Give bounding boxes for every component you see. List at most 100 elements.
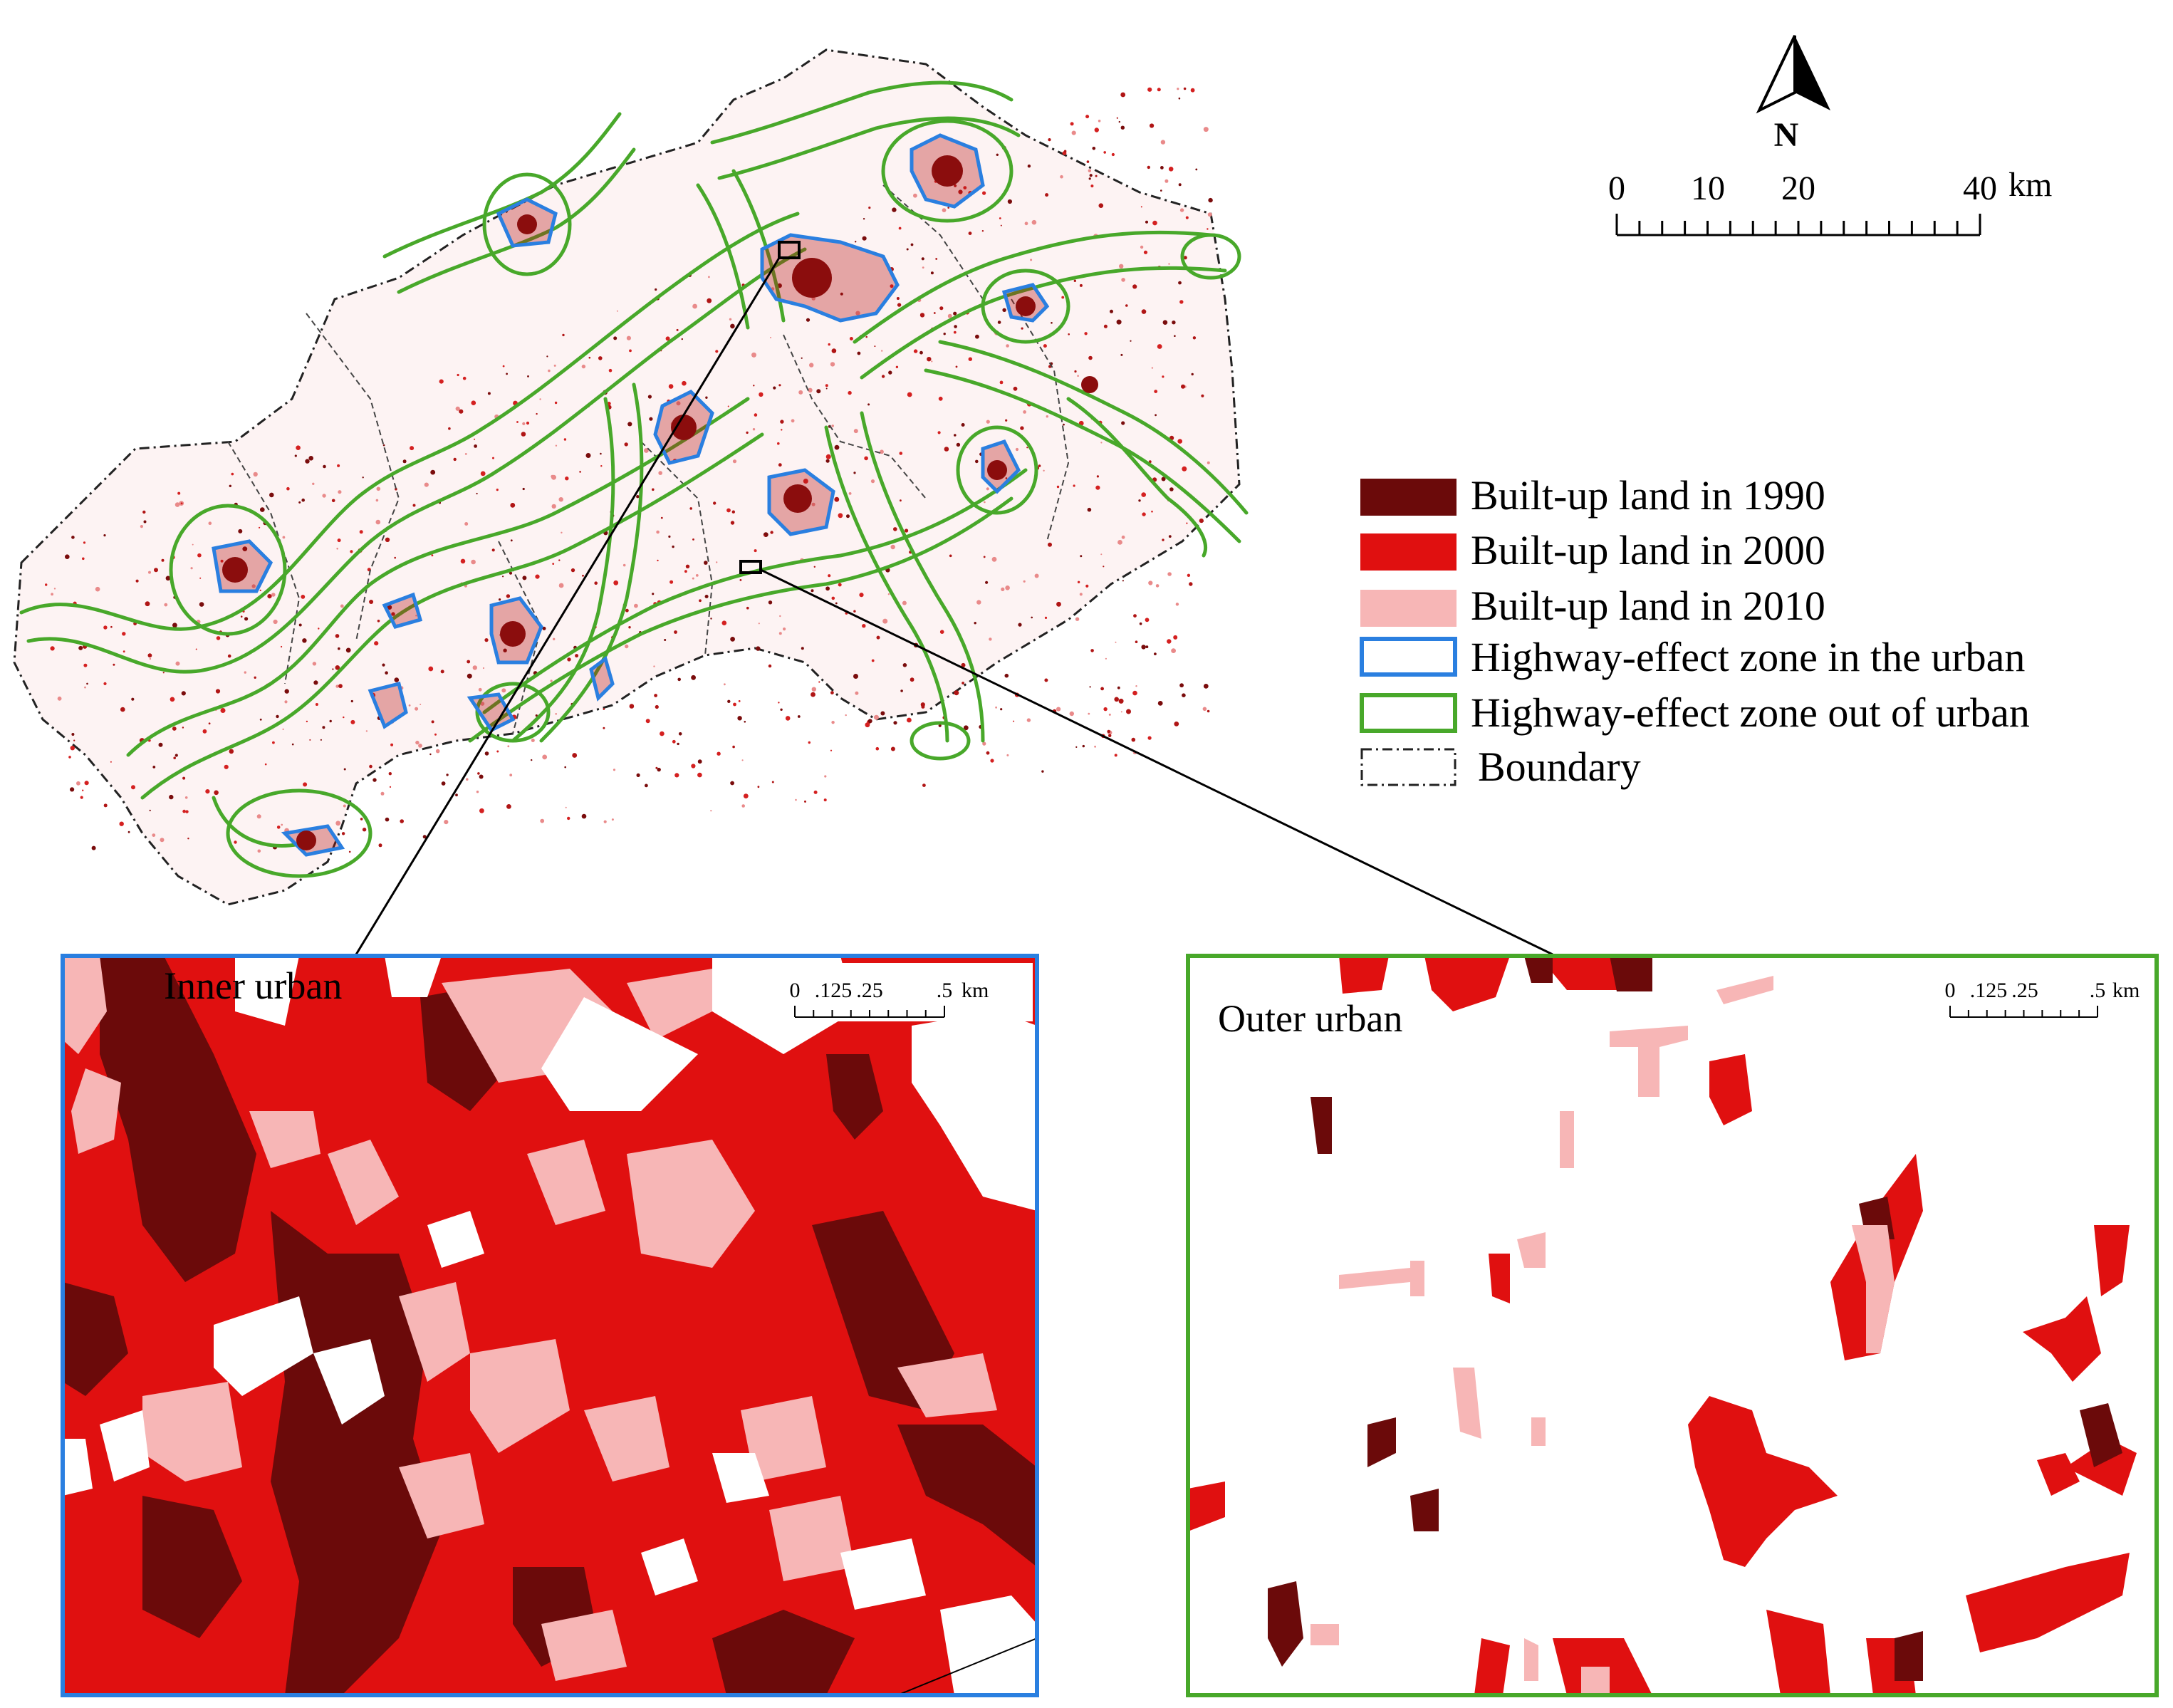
- built-up-speck: [1069, 711, 1075, 717]
- built-up-speck: [551, 504, 556, 509]
- built-up-speck: [1043, 344, 1047, 348]
- built-up-speck: [1155, 414, 1157, 417]
- built-up-speck: [308, 456, 314, 461]
- built-up-speck: [1073, 484, 1075, 487]
- built-up-speck: [1150, 123, 1155, 128]
- built-up-speck: [1183, 87, 1187, 90]
- built-up-speck: [1133, 614, 1137, 618]
- built-up-speck: [634, 603, 638, 608]
- built-up-speck: [441, 781, 446, 786]
- built-up-speck: [664, 639, 667, 641]
- built-up-speck: [362, 828, 367, 832]
- built-up-speck: [565, 477, 569, 481]
- built-up-speck: [1173, 635, 1178, 640]
- built-up-speck: [676, 401, 681, 406]
- built-up-speck: [103, 682, 107, 686]
- built-up-speck: [1178, 97, 1181, 100]
- built-up-speck: [1162, 538, 1164, 541]
- built-up-speck: [1056, 707, 1061, 712]
- built-up-speck: [446, 774, 449, 776]
- outer-inset-title: Outer urban: [1218, 997, 1402, 1040]
- built-up-speck: [1075, 617, 1080, 621]
- built-up-speck: [922, 266, 924, 269]
- built-up-speck: [1151, 367, 1154, 369]
- built-up-speck: [585, 453, 591, 458]
- built-up-speck: [320, 739, 322, 741]
- built-up-speck: [135, 579, 139, 583]
- highway-zone-loops: [169, 119, 1241, 878]
- built-up-speck: [229, 749, 234, 754]
- built-up-speck: [554, 401, 558, 405]
- built-up-speck: [1178, 281, 1182, 285]
- built-up-speck: [1114, 697, 1119, 702]
- built-up-speck: [424, 482, 429, 487]
- built-up-speck: [627, 422, 632, 427]
- built-up-speck: [1185, 216, 1189, 219]
- built-up-speck: [949, 554, 952, 558]
- built-up-speck: [963, 725, 969, 731]
- built-up-speck: [158, 742, 163, 747]
- built-up-speck: [548, 369, 551, 373]
- built-up-speck: [1044, 616, 1048, 620]
- built-up-speck: [1026, 718, 1031, 722]
- built-up-speck: [838, 513, 843, 519]
- built-up-speck: [215, 689, 221, 694]
- built-up-speck: [110, 625, 113, 628]
- built-up-speck: [828, 343, 830, 346]
- built-up-speck: [382, 444, 385, 447]
- built-up-speck: [999, 380, 1004, 385]
- built-up-speck: [1100, 442, 1103, 444]
- outer-inset-scale: 0 .125 .25 .5 km: [1945, 979, 2140, 1018]
- built-up-speck: [335, 684, 339, 688]
- built-up-speck: [625, 608, 629, 613]
- built-up-speck: [1070, 122, 1074, 126]
- built-up-speck: [455, 406, 460, 411]
- built-up-speck: [1145, 645, 1149, 649]
- built-up-speck: [480, 471, 486, 477]
- built-up-speck: [216, 636, 221, 640]
- built-up-speck: [862, 236, 867, 241]
- built-up-speck: [888, 370, 892, 375]
- built-up-speck: [298, 501, 301, 504]
- built-up-speck: [1103, 151, 1106, 154]
- built-up-speck: [806, 318, 811, 322]
- built-up-speck: [1125, 304, 1128, 307]
- built-up-speck: [897, 303, 902, 307]
- built-up-speck: [716, 751, 721, 756]
- built-up-speck: [76, 781, 80, 786]
- built-up-speck: [611, 818, 614, 821]
- built-up-speck: [1073, 279, 1077, 282]
- built-up-speck: [868, 207, 871, 209]
- built-up-speck: [699, 599, 702, 603]
- built-up-speck: [526, 421, 530, 425]
- built-up-speck: [677, 677, 681, 682]
- built-up-speck: [1172, 321, 1176, 325]
- built-up-speck: [1098, 120, 1101, 123]
- built-up-speck: [390, 743, 394, 746]
- built-up-speck: [1141, 309, 1147, 314]
- built-up-speck: [974, 622, 976, 625]
- built-up-speck: [257, 849, 261, 853]
- built-up-speck: [1154, 390, 1158, 393]
- built-up-speck: [846, 514, 850, 519]
- built-up-speck: [922, 783, 926, 787]
- built-up-speck: [898, 226, 902, 230]
- built-up-speck: [890, 746, 895, 751]
- built-up-speck: [1108, 713, 1111, 716]
- built-up-speck: [199, 602, 204, 607]
- built-up-speck: [296, 445, 301, 450]
- built-up-speck: [1061, 296, 1065, 299]
- built-up-speck: [1119, 264, 1124, 269]
- built-up-speck: [305, 459, 310, 464]
- built-up-speck: [484, 751, 489, 756]
- built-up-speck: [369, 764, 372, 769]
- built-up-speck: [199, 577, 202, 579]
- built-up-speck: [1167, 639, 1172, 644]
- built-up-speck: [697, 772, 702, 778]
- built-up-speck: [561, 531, 563, 533]
- built-up-speck: [672, 545, 674, 548]
- built-up-speck: [1056, 485, 1060, 489]
- built-up-speck: [1115, 641, 1117, 643]
- built-up-speck: [730, 323, 735, 329]
- built-up-speck: [377, 620, 380, 623]
